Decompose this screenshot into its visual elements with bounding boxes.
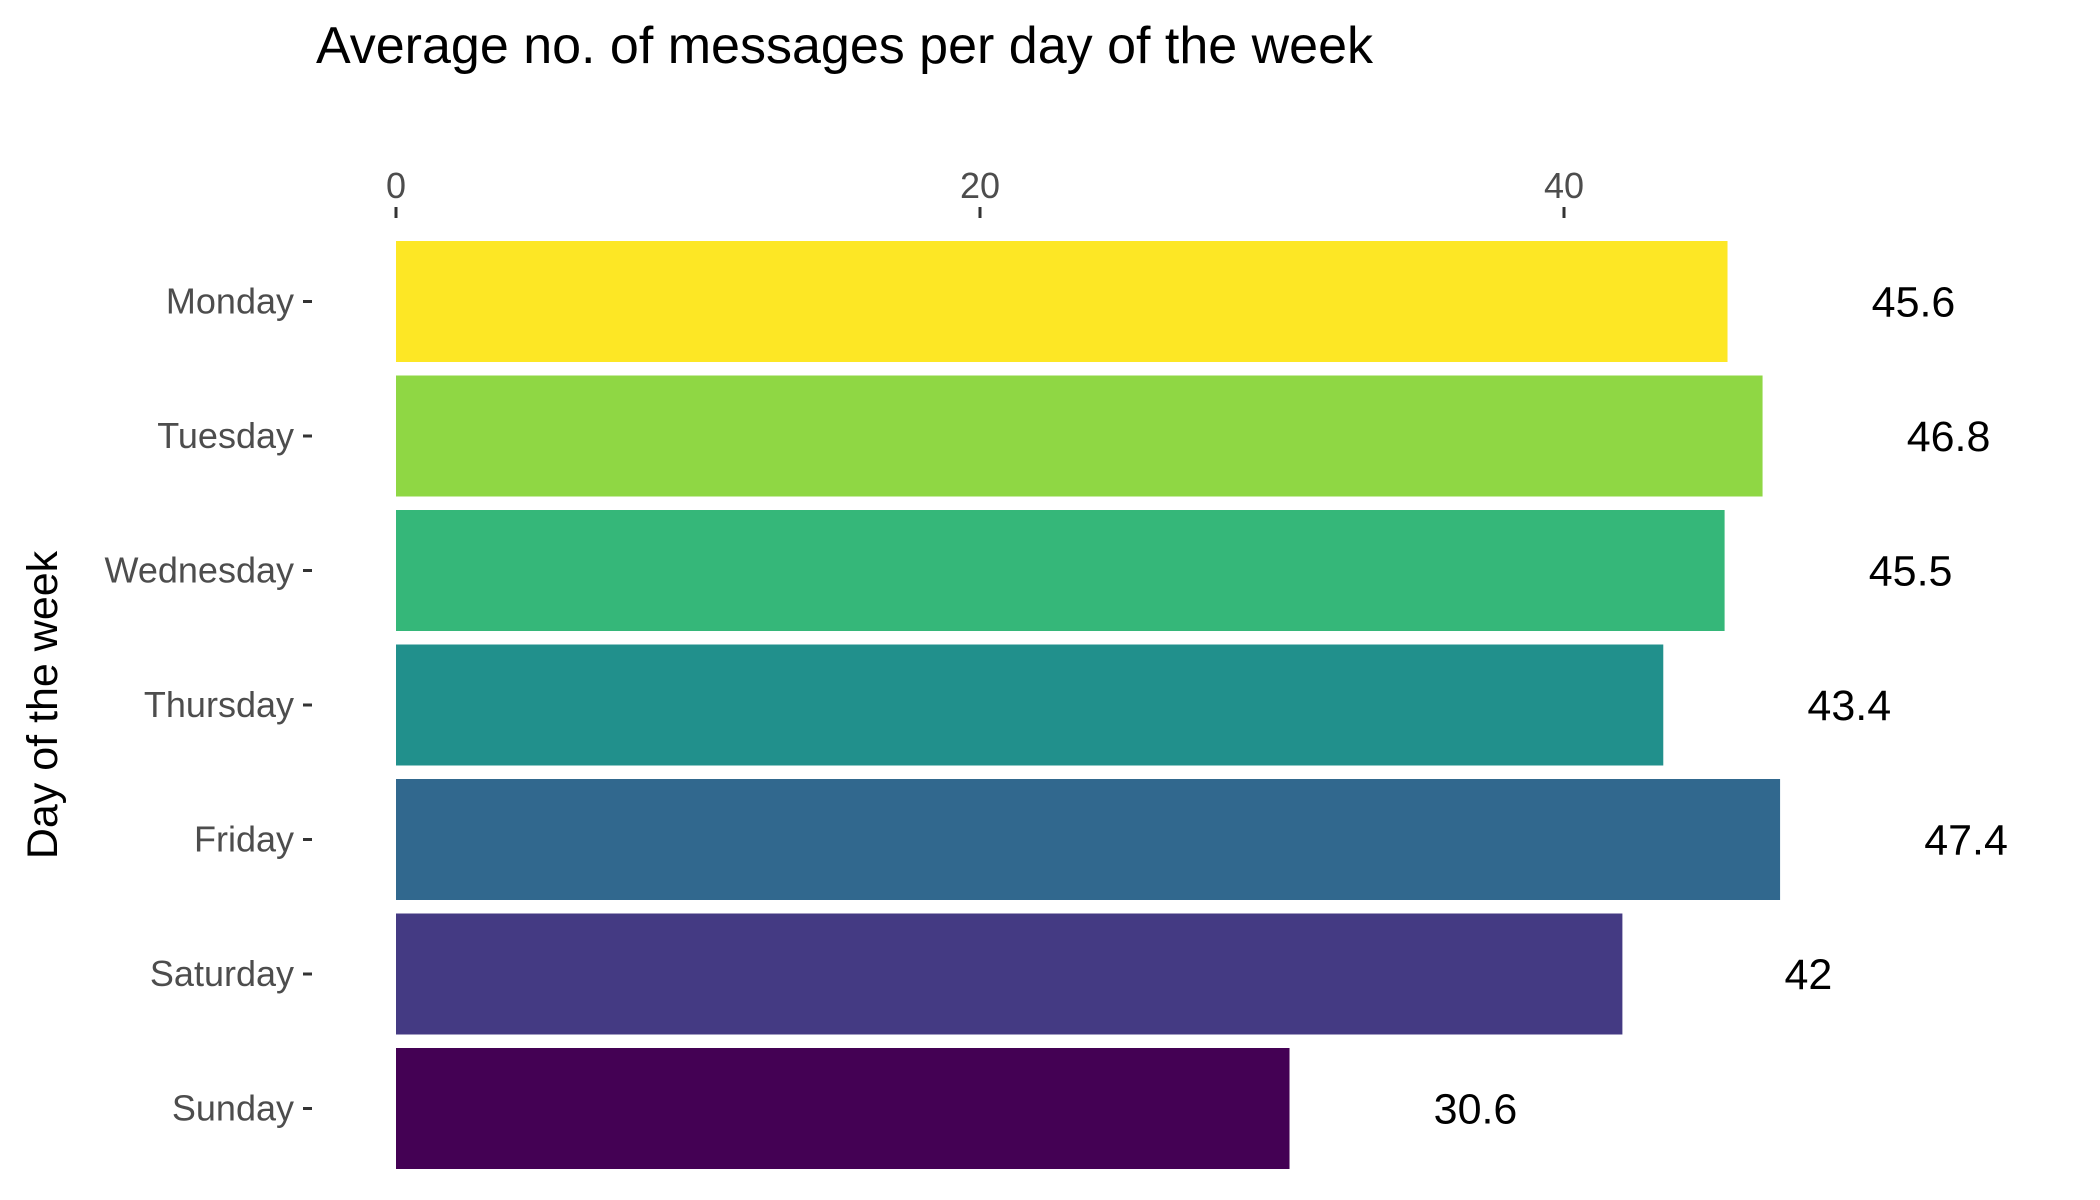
x-tick-label: 40	[1544, 165, 1584, 206]
chart-title: Average no. of messages per day of the w…	[316, 17, 1374, 75]
bars-group	[396, 241, 1781, 1169]
bar-friday	[396, 779, 1781, 900]
bar-monday	[396, 241, 1728, 362]
bar-value-label: 42	[1784, 951, 1832, 999]
y-tick-label: Sunday	[172, 1088, 294, 1129]
bar-sunday	[396, 1048, 1290, 1169]
y-tick-label: Friday	[194, 819, 294, 860]
bar-value-label: 47.4	[1924, 817, 2008, 865]
bar-value-label: 30.6	[1434, 1086, 1518, 1134]
bar-value-label: 45.6	[1872, 279, 1956, 327]
x-axis: 0 20 40	[386, 165, 1584, 218]
bar-thursday	[396, 644, 1664, 766]
y-tick-label: Monday	[166, 281, 294, 322]
bar-value-label: 43.4	[1807, 682, 1891, 730]
y-tick-label: Thursday	[144, 684, 294, 725]
bar-wednesday	[396, 510, 1725, 631]
bar-value-label: 46.8	[1907, 413, 1991, 461]
bar-value-labels: 45.6 46.8 45.5 43.4 47.4 42 30.6	[1434, 279, 2008, 1134]
y-tick-label: Tuesday	[157, 415, 294, 456]
y-tick-label: Wednesday	[105, 550, 294, 591]
y-tick-label: Saturday	[150, 953, 294, 994]
bar-tuesday	[396, 375, 1763, 497]
y-axis-title: Day of the week	[19, 550, 67, 859]
x-tick-label: 0	[386, 165, 406, 206]
bar-value-label: 45.5	[1869, 548, 1953, 596]
x-tick-label: 20	[960, 165, 1000, 206]
bar-saturday	[396, 913, 1623, 1035]
y-axis: Monday Tuesday Wednesday Thursday Friday Satu…	[105, 281, 312, 1129]
